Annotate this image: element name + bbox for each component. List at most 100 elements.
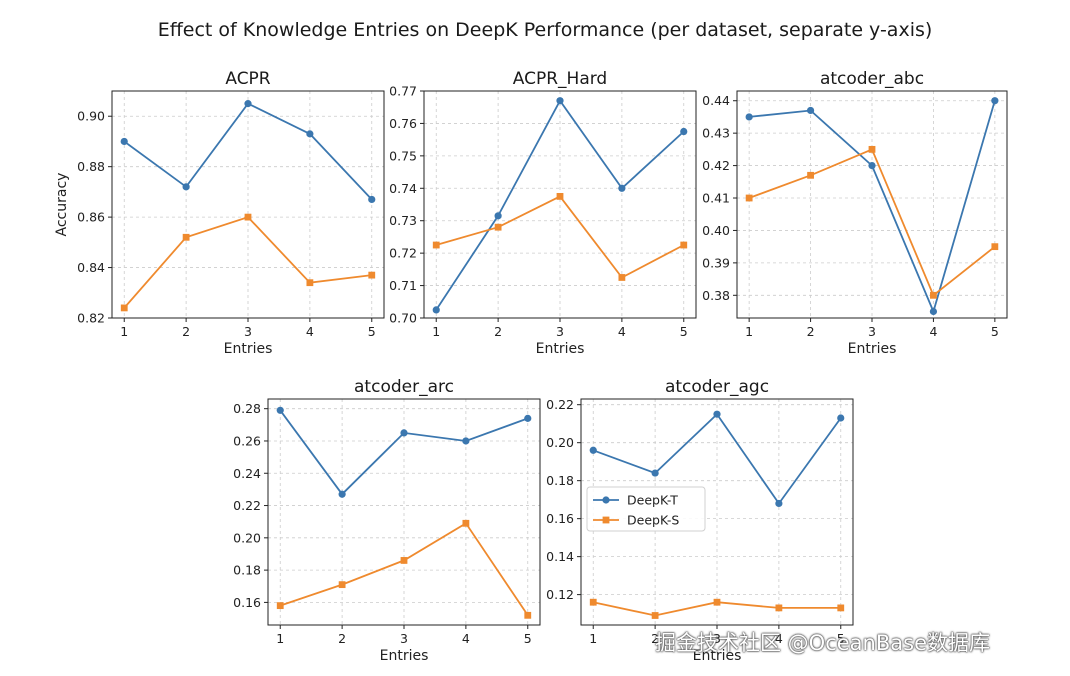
y-tick-label: 0.76: [389, 116, 417, 131]
x-tick-label: 4: [462, 631, 470, 646]
data-point-deepk-t: [991, 97, 999, 105]
data-point-deepk-t: [745, 113, 753, 121]
x-tick-label: 3: [244, 324, 252, 339]
y-tick-label: 0.18: [546, 473, 574, 488]
data-point-deepk-t: [524, 414, 532, 422]
data-point-deepk-s: [368, 271, 376, 279]
data-point-deepk-t: [868, 161, 876, 170]
x-tick-label: 3: [556, 324, 564, 339]
x-tick-label: 3: [868, 324, 876, 339]
x-tick-label: 1: [589, 631, 597, 646]
x-tick-label: 2: [651, 631, 659, 646]
y-tick-label: 0.82: [77, 311, 105, 326]
x-tick-label: 5: [837, 631, 845, 646]
data-point-deepk-t: [182, 183, 190, 191]
data-point-deepk-s: [494, 223, 502, 231]
legend-marker: [602, 516, 610, 524]
y-tick-label: 0.20: [233, 530, 261, 545]
y-tick-label: 0.86: [77, 210, 105, 225]
data-point-deepk-t: [338, 490, 346, 498]
x-axis-label: Entries: [536, 341, 585, 357]
y-tick-label: 0.39: [702, 255, 730, 270]
data-point-deepk-s: [837, 604, 845, 612]
series-line-deepk-t: [279, 409, 529, 496]
y-tick-label: 0.73: [389, 213, 417, 228]
data-point-deepk-t: [556, 97, 564, 105]
x-tick-label: 2: [338, 631, 346, 646]
y-tick-label: 0.14: [546, 549, 574, 564]
data-point-deepk-t: [713, 410, 721, 418]
x-tick-label: 4: [618, 324, 626, 339]
panel-title: ACPR_Hard: [513, 69, 607, 89]
data-point-deepk-t: [618, 184, 626, 192]
panel-title: atcoder_agc: [665, 377, 769, 397]
y-tick-label: 0.42: [702, 158, 730, 173]
y-tick-label: 0.71: [389, 278, 417, 293]
panel-title: atcoder_abc: [820, 69, 924, 89]
x-tick-label: 2: [807, 324, 815, 339]
y-tick-label: 0.38: [702, 288, 730, 303]
y-tick-label: 0.90: [77, 109, 105, 124]
y-tick-label: 0.70: [389, 311, 417, 326]
data-point-deepk-t: [244, 100, 252, 108]
x-tick-label: 4: [929, 324, 937, 339]
data-point-deepk-s: [306, 279, 314, 287]
legend-label: DeepK-S: [627, 513, 679, 528]
x-tick-label: 3: [400, 631, 408, 646]
data-point-deepk-s: [556, 192, 564, 200]
x-tick-label: 5: [991, 324, 999, 339]
chart-panel-atcoder-agc: atcoder_agc 1 2 3 4 5 0.12 0.14 0.16 0.18 0.20 0.22…: [546, 377, 854, 664]
chart-panel-atcoder-arc: atcoder_arc 1 2 3 4 5 0.16 0.18 0.20 0.22 0.24 0.26…: [233, 377, 541, 664]
data-point-deepk-t: [806, 106, 815, 115]
data-point-deepk-t: [276, 406, 284, 414]
y-axis-label: Accuracy: [54, 173, 70, 237]
data-point-deepk-t: [462, 437, 470, 445]
data-point-deepk-t: [589, 446, 597, 454]
y-tick-label: 0.72: [389, 246, 417, 261]
x-axis-label: Entries: [380, 648, 429, 664]
data-point-deepk-s: [432, 241, 440, 249]
data-point-deepk-t: [651, 469, 659, 477]
x-tick-label: 5: [680, 324, 688, 339]
data-point-deepk-t: [929, 307, 938, 316]
data-point-deepk-s: [807, 171, 814, 179]
y-tick-label: 0.24: [233, 466, 261, 481]
y-tick-label: 0.22: [546, 397, 574, 412]
y-tick-label: 0.16: [546, 511, 574, 526]
data-point-deepk-s: [868, 145, 876, 153]
data-point-deepk-t: [306, 130, 314, 138]
y-tick-label: 0.43: [702, 126, 730, 141]
x-tick-label: 1: [276, 631, 284, 646]
data-point-deepk-t: [432, 306, 440, 314]
y-tick-label: 0.84: [77, 260, 105, 275]
data-point-deepk-s: [775, 604, 783, 612]
figure-title: Effect of Knowledge Entries on DeepK Per…: [158, 19, 933, 41]
x-tick-label: 1: [120, 324, 128, 339]
y-tick-label: 0.74: [389, 181, 417, 196]
chart-panel-atcoder-abc: atcoder_abc 1 2 3 4 5 0.38 0.39 0.40 0.41 0.42 0.43…: [702, 69, 1008, 357]
y-tick-label: 0.40: [702, 223, 730, 238]
data-point-deepk-t: [680, 127, 688, 136]
x-tick-label: 5: [368, 324, 376, 339]
x-axis-label: Entries: [693, 648, 742, 664]
data-point-deepk-s: [589, 598, 597, 606]
watermark: 掘金技术社区 @OceanBase数据库: [655, 631, 990, 655]
legend-marker: [602, 496, 610, 504]
y-tick-label: 0.28: [233, 401, 261, 416]
y-tick-label: 0.18: [233, 563, 261, 578]
chart-panel-acpr-hard: ACPR_Hard 1 2 3 4 5 0.70 0.71 0.72 0.73 0.74 0.75 0.…: [389, 69, 697, 357]
chart-panel-acpr: ACPR 1 2 3 4 5 0.82 0.84 0.86 0.88 0.90 Entries Accu…: [54, 69, 385, 357]
y-tick-label: 0.16: [233, 595, 261, 610]
data-point-deepk-t: [120, 137, 128, 146]
data-point-deepk-s: [244, 213, 252, 221]
y-tick-label: 0.75: [389, 148, 417, 163]
x-tick-label: 4: [306, 324, 314, 339]
panel-title: atcoder_arc: [354, 377, 454, 397]
legend: DeepK-T DeepK-S: [586, 486, 706, 532]
x-axis-label: Entries: [848, 341, 897, 357]
legend-label: DeepK-T: [627, 493, 678, 508]
x-tick-label: 1: [432, 324, 440, 339]
panel-title: ACPR: [225, 69, 270, 89]
data-point-deepk-s: [524, 611, 532, 619]
data-point-deepk-s: [745, 194, 753, 202]
